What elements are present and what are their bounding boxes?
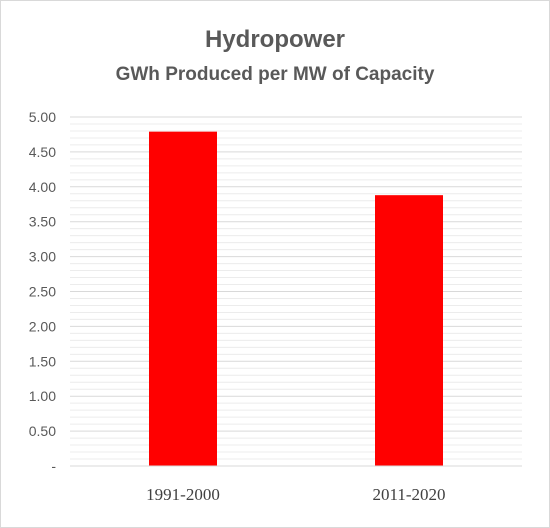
y-tick-label: 1.00 [29, 388, 56, 404]
y-axis-tick-labels: - 0.50 1.00 1.50 2.00 2.50 3.00 3.50 4.00 4.50 5.0… [29, 109, 57, 474]
chart-title: Hydropower [204, 26, 345, 53]
y-tick-label: 3.00 [29, 249, 56, 265]
y-tick-label: 5.00 [29, 109, 56, 125]
x-axis-category-labels: 1991-2000 2011-2020 [146, 485, 445, 504]
y-tick-label: 0.50 [29, 423, 56, 439]
y-tick-label: 2.50 [29, 284, 56, 300]
y-tick-label: - [51, 458, 56, 474]
bars [149, 131, 443, 466]
bar-1991-2000 [149, 131, 217, 466]
y-tick-label: 3.50 [29, 214, 56, 230]
x-category-label: 2011-2020 [372, 485, 445, 504]
y-tick-label: 4.00 [29, 179, 56, 195]
bar-2011-2020 [375, 195, 443, 466]
y-tick-label: 1.50 [29, 353, 56, 369]
gridlines [70, 116, 522, 460]
x-category-label: 1991-2000 [146, 485, 220, 504]
y-tick-label: 4.50 [29, 144, 56, 160]
chart-subtitle: GWh Produced per MW of Capacity [115, 64, 435, 85]
y-tick-label: 2.00 [29, 318, 56, 334]
